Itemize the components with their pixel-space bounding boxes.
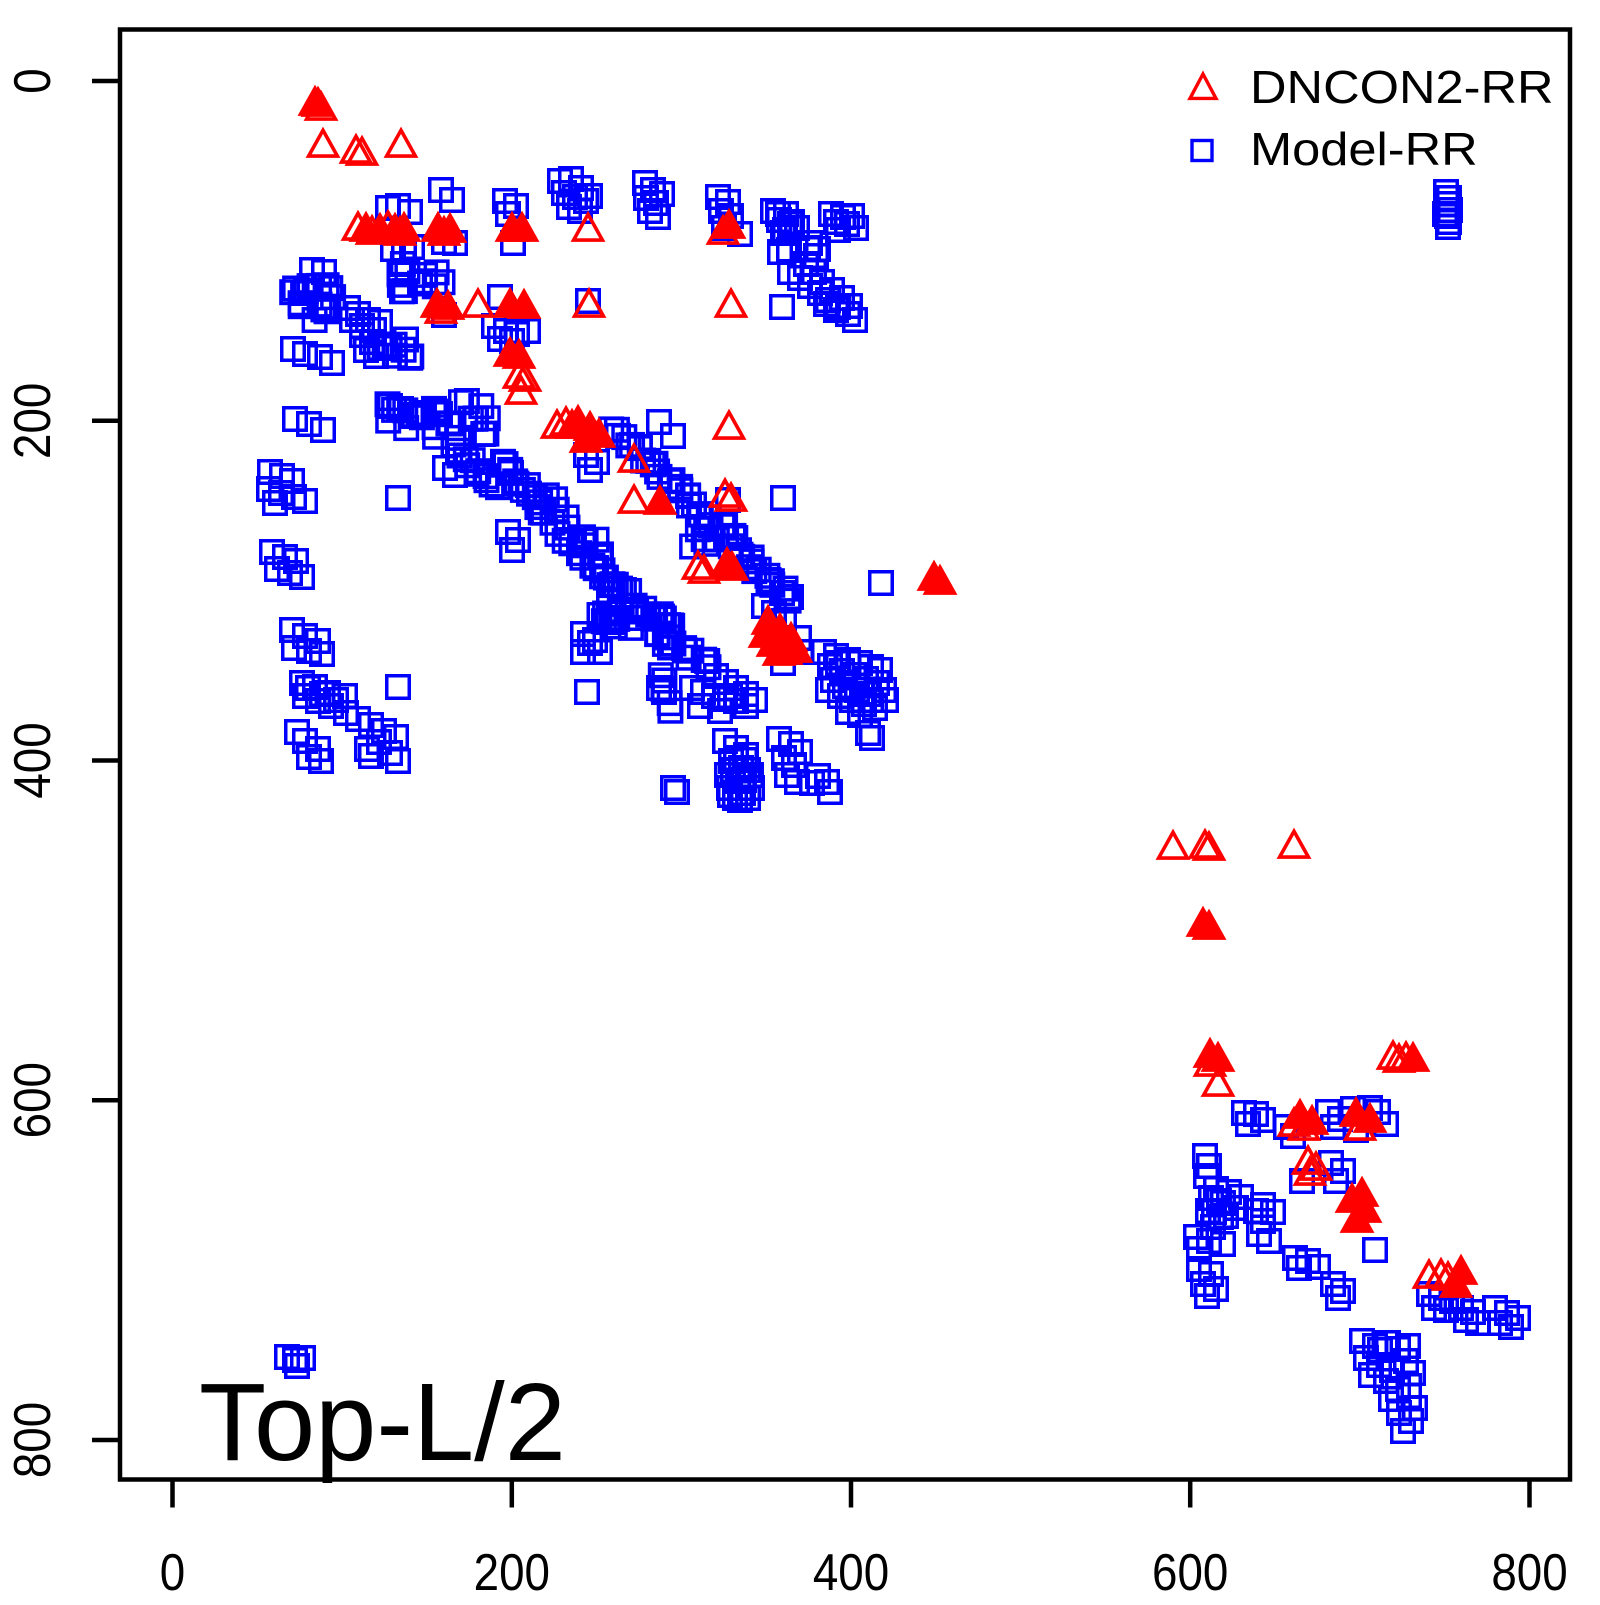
svg-text:DNCON2-RR: DNCON2-RR [1250,62,1554,113]
svg-text:200: 200 [474,1544,550,1600]
svg-text:Model-RR: Model-RR [1250,124,1478,175]
svg-text:800: 800 [1491,1544,1567,1600]
svg-text:400: 400 [4,722,61,798]
svg-text:Top-L/2: Top-L/2 [199,1361,566,1484]
svg-text:600: 600 [4,1062,61,1138]
svg-text:0: 0 [160,1544,185,1600]
svg-text:200: 200 [4,383,61,459]
svg-text:600: 600 [1152,1544,1228,1600]
svg-text:0: 0 [4,68,61,93]
svg-text:800: 800 [4,1402,61,1478]
svg-text:400: 400 [813,1544,889,1600]
